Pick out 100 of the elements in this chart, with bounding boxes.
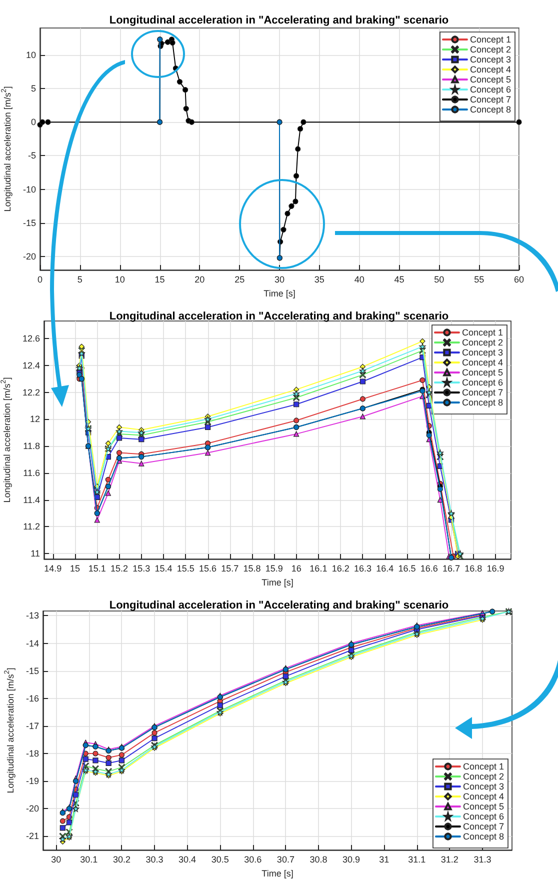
x-tick-label: 30.1: [80, 854, 98, 864]
y-tick-label: -13: [26, 610, 39, 621]
x-tick-label: 16.1: [310, 564, 328, 574]
x-tick-label: 16.3: [354, 564, 372, 574]
legend-label: Concept 1: [462, 762, 504, 772]
y-tick-label: 12: [30, 414, 40, 424]
y-tick-label: 11.6: [23, 468, 40, 478]
x-tick-label: 30: [274, 274, 285, 284]
x-tick-label: 30: [51, 854, 62, 864]
y-tick-label: -15: [22, 218, 36, 228]
legend-label: Concept 6: [462, 378, 504, 388]
x-tick-label: 15.4: [154, 564, 172, 574]
x-tick-label: 15.2: [110, 564, 128, 574]
y-tick-label: -14: [26, 638, 39, 648]
y-tick-label: 5: [30, 84, 36, 94]
legend-label: Concept 7: [462, 822, 504, 832]
x-tick-label: 31.2: [440, 854, 458, 864]
x-tick-label: 31.3: [474, 854, 492, 864]
y-tick-label: -10: [22, 184, 36, 194]
x-tick-label: 15: [70, 564, 80, 574]
x-tick-label: 45: [394, 274, 404, 284]
y-tick-label: 0: [30, 117, 36, 128]
x-tick-label: 40: [354, 274, 364, 284]
y-tick-label: 11: [30, 548, 40, 559]
legend-label: Concept 3: [462, 348, 504, 358]
legend-label: Concept 5: [462, 368, 504, 378]
y-tick-label: -19: [26, 776, 39, 786]
y-tick-label: -16: [26, 693, 39, 704]
legend-label: Concept 2: [462, 772, 504, 782]
x-tick-label: 30.9: [342, 854, 360, 864]
x-tick-label: 30.6: [244, 854, 262, 864]
legend-label: Concept 5: [462, 802, 504, 812]
legend-label: Concept 8: [462, 398, 504, 408]
legend-label: Concept 5: [470, 74, 512, 84]
legend-label: Concept 8: [470, 104, 512, 114]
legend-label: Concept 3: [470, 54, 512, 64]
x-axis-title: Time [s]: [262, 577, 294, 588]
x-tick-label: 15: [154, 274, 165, 284]
legend-label: Concept 3: [462, 782, 504, 792]
x-tick-label: 50: [434, 274, 444, 284]
legend-label: Concept 6: [462, 812, 504, 822]
y-tick-label: -20: [26, 804, 39, 814]
x-tick-label: 16.7: [442, 564, 460, 574]
x-tick-label: 31: [379, 854, 390, 864]
x-tick-label: 15.6: [199, 564, 217, 574]
legend-label: Concept 8: [462, 832, 504, 842]
x-tick-label: 16.8: [464, 564, 482, 574]
x-tick-label: 10: [114, 274, 125, 284]
x-tick-label: 16.4: [376, 564, 394, 574]
y-tick-label: -17: [26, 720, 39, 731]
legend-label: Concept 2: [462, 338, 504, 348]
legend-label: Concept 7: [470, 94, 512, 104]
chart-title: Longitudinal acceleration in "Accelerating and braking" scenario: [109, 14, 449, 26]
chart-title: Longitudinal acceleration in "Accelerating and braking" scenario: [109, 310, 449, 322]
x-tick-label: 30.8: [310, 854, 328, 864]
x-tick-label: 16.2: [332, 564, 350, 574]
y-tick-label: -15: [26, 666, 39, 676]
x-tick-label: 16.6: [420, 564, 438, 574]
y-tick-label: 12.6: [22, 333, 40, 344]
x-tick-label: 15.1: [88, 564, 106, 574]
x-tick-label: 16.9: [486, 564, 504, 574]
x-tick-label: 30.7: [276, 854, 294, 864]
x-tick-label: 30.4: [178, 854, 196, 864]
y-tick-label: -18: [26, 748, 39, 759]
legend-label: Concept 1: [470, 34, 512, 44]
legend-label: Concept 4: [462, 792, 504, 802]
chart-title: Longitudinal acceleration in "Accelerating and braking" scenario: [109, 600, 449, 612]
x-tick-label: 5: [77, 274, 82, 284]
x-tick-label: 30.3: [146, 854, 164, 864]
legend-label: Concept 1: [462, 328, 504, 338]
x-tick-label: 15.7: [221, 564, 239, 574]
y-tick-label: 11.8: [23, 441, 40, 452]
y-tick-label: 11.4: [23, 494, 40, 505]
x-tick-label: 14.9: [44, 564, 62, 574]
y-tick-label: 11.2: [23, 522, 40, 532]
x-axis-title: Time [s]: [264, 288, 296, 298]
x-axis-title: Time [s]: [262, 868, 294, 878]
y-tick-label: 10: [26, 50, 36, 60]
y-tick-label: -20: [22, 252, 36, 262]
x-tick-label: 20: [194, 274, 205, 284]
x-tick-label: 30.2: [112, 854, 130, 864]
x-tick-label: 25: [234, 274, 245, 284]
y-tick-label: -21: [26, 831, 39, 842]
x-tick-label: 15.5: [176, 564, 194, 574]
legend-label: Concept 2: [470, 44, 512, 54]
x-tick-label: 31.1: [408, 854, 426, 864]
y-tick-label: 12.4: [22, 360, 40, 370]
x-tick-label: 15.3: [132, 564, 150, 574]
x-tick-label: 35: [314, 274, 324, 284]
y-tick-label: -5: [28, 150, 36, 161]
x-tick-label: 60: [514, 274, 524, 284]
x-tick-label: 15.8: [243, 564, 261, 574]
x-tick-label: 16: [291, 564, 302, 574]
x-tick-label: 15.9: [265, 564, 283, 574]
legend-label: Concept 7: [462, 388, 504, 398]
x-tick-label: 30.5: [211, 854, 229, 864]
legend-label: Concept 4: [462, 358, 504, 368]
legend-label: Concept 4: [470, 64, 512, 74]
x-tick-label: 16.5: [398, 564, 416, 574]
legend-label: Concept 6: [470, 84, 512, 94]
